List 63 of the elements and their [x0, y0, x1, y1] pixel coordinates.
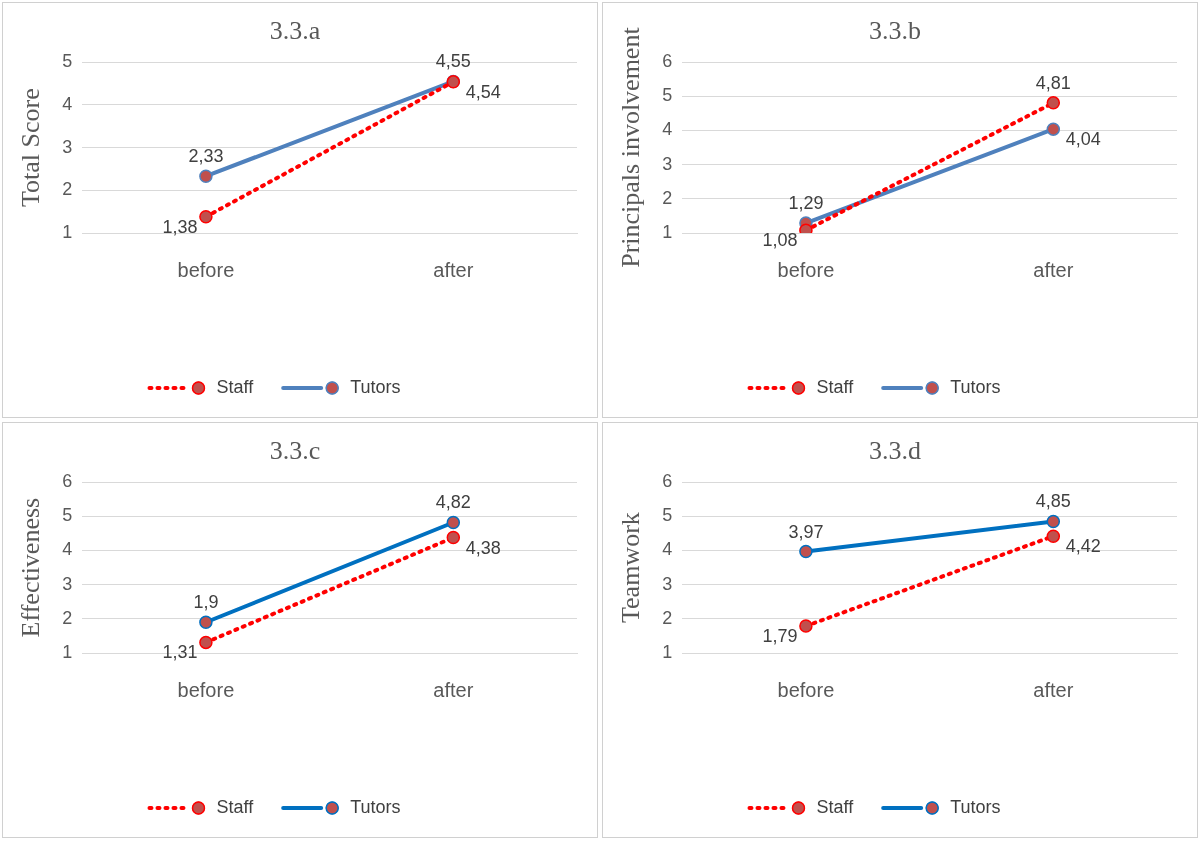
data-label: 4,82	[435, 492, 471, 513]
y-tick-label: 1	[662, 641, 673, 662]
x-tick-label: before	[777, 678, 835, 701]
legend-label: Staff	[816, 796, 855, 817]
chart-title: 3.3.b	[869, 16, 921, 46]
y-tick-label: 5	[62, 505, 73, 526]
y-tick-label: 5	[662, 85, 673, 106]
y-tick-label: 3	[62, 573, 73, 594]
data-label: 4,54	[465, 81, 501, 102]
legend-label: Tutors	[950, 796, 1001, 817]
legend-label: Staff	[216, 376, 255, 397]
x-tick-label: after	[1033, 258, 1074, 281]
legend-label: Staff	[216, 796, 255, 817]
y-tick-label: 6	[662, 51, 673, 72]
y-tick-label: 1	[662, 221, 673, 242]
x-tick-label: before	[177, 678, 235, 701]
y-tick-label: 3	[62, 136, 73, 157]
y-axis-title: Total Score	[16, 88, 46, 207]
chart-title: 3.3.c	[269, 436, 321, 466]
data-label: 1,9	[193, 592, 219, 613]
y-tick-label: 6	[662, 471, 673, 492]
x-tick-label: before	[777, 258, 835, 281]
x-tick-label: after	[433, 258, 474, 281]
legend-label: Tutors	[950, 376, 1001, 397]
y-tick-label: 3	[662, 153, 673, 174]
y-axis-title: Principals involvement	[616, 26, 646, 268]
x-tick-label: after	[433, 678, 474, 701]
y-tick-label: 5	[662, 505, 673, 526]
y-axis-title: Teamwork	[616, 512, 646, 624]
data-label: 1,79	[762, 625, 798, 646]
x-tick-label: after	[1033, 678, 1074, 701]
y-tick-label: 6	[62, 471, 73, 492]
y-tick-label: 4	[62, 539, 73, 560]
y-tick-label: 2	[662, 187, 673, 208]
data-label: 4,42	[1065, 536, 1101, 557]
y-tick-label: 4	[662, 119, 673, 140]
y-tick-label: 4	[62, 93, 73, 114]
chart-title: 3.3.d	[869, 436, 921, 466]
chart-title: 3.3.a	[269, 16, 321, 46]
data-label: 1,29	[788, 193, 824, 214]
data-label: 4,85	[1035, 491, 1071, 512]
data-label: 4,55	[435, 51, 471, 72]
y-tick-label: 1	[62, 641, 73, 662]
y-tick-label: 4	[662, 539, 673, 560]
data-label: 3,97	[788, 521, 824, 542]
data-label: 1,38	[162, 216, 198, 237]
y-tick-label: 2	[62, 179, 73, 200]
y-tick-label: 2	[62, 607, 73, 628]
y-tick-label: 2	[662, 607, 673, 628]
y-tick-label: 5	[62, 51, 73, 72]
data-label: 1,31	[162, 642, 198, 663]
y-tick-label: 1	[62, 221, 73, 242]
data-label: 2,33	[188, 146, 224, 167]
y-tick-label: 3	[662, 573, 673, 594]
data-label: 1,08	[762, 230, 798, 251]
legend-label: Tutors	[350, 796, 401, 817]
data-label: 4,81	[1035, 72, 1071, 93]
data-label: 4,04	[1065, 129, 1101, 150]
data-label: 4,38	[465, 537, 501, 558]
x-tick-label: before	[177, 258, 235, 281]
legend-label: Tutors	[350, 376, 401, 397]
legend-label: Staff	[816, 376, 855, 397]
y-axis-title: Effectiveness	[16, 497, 46, 638]
